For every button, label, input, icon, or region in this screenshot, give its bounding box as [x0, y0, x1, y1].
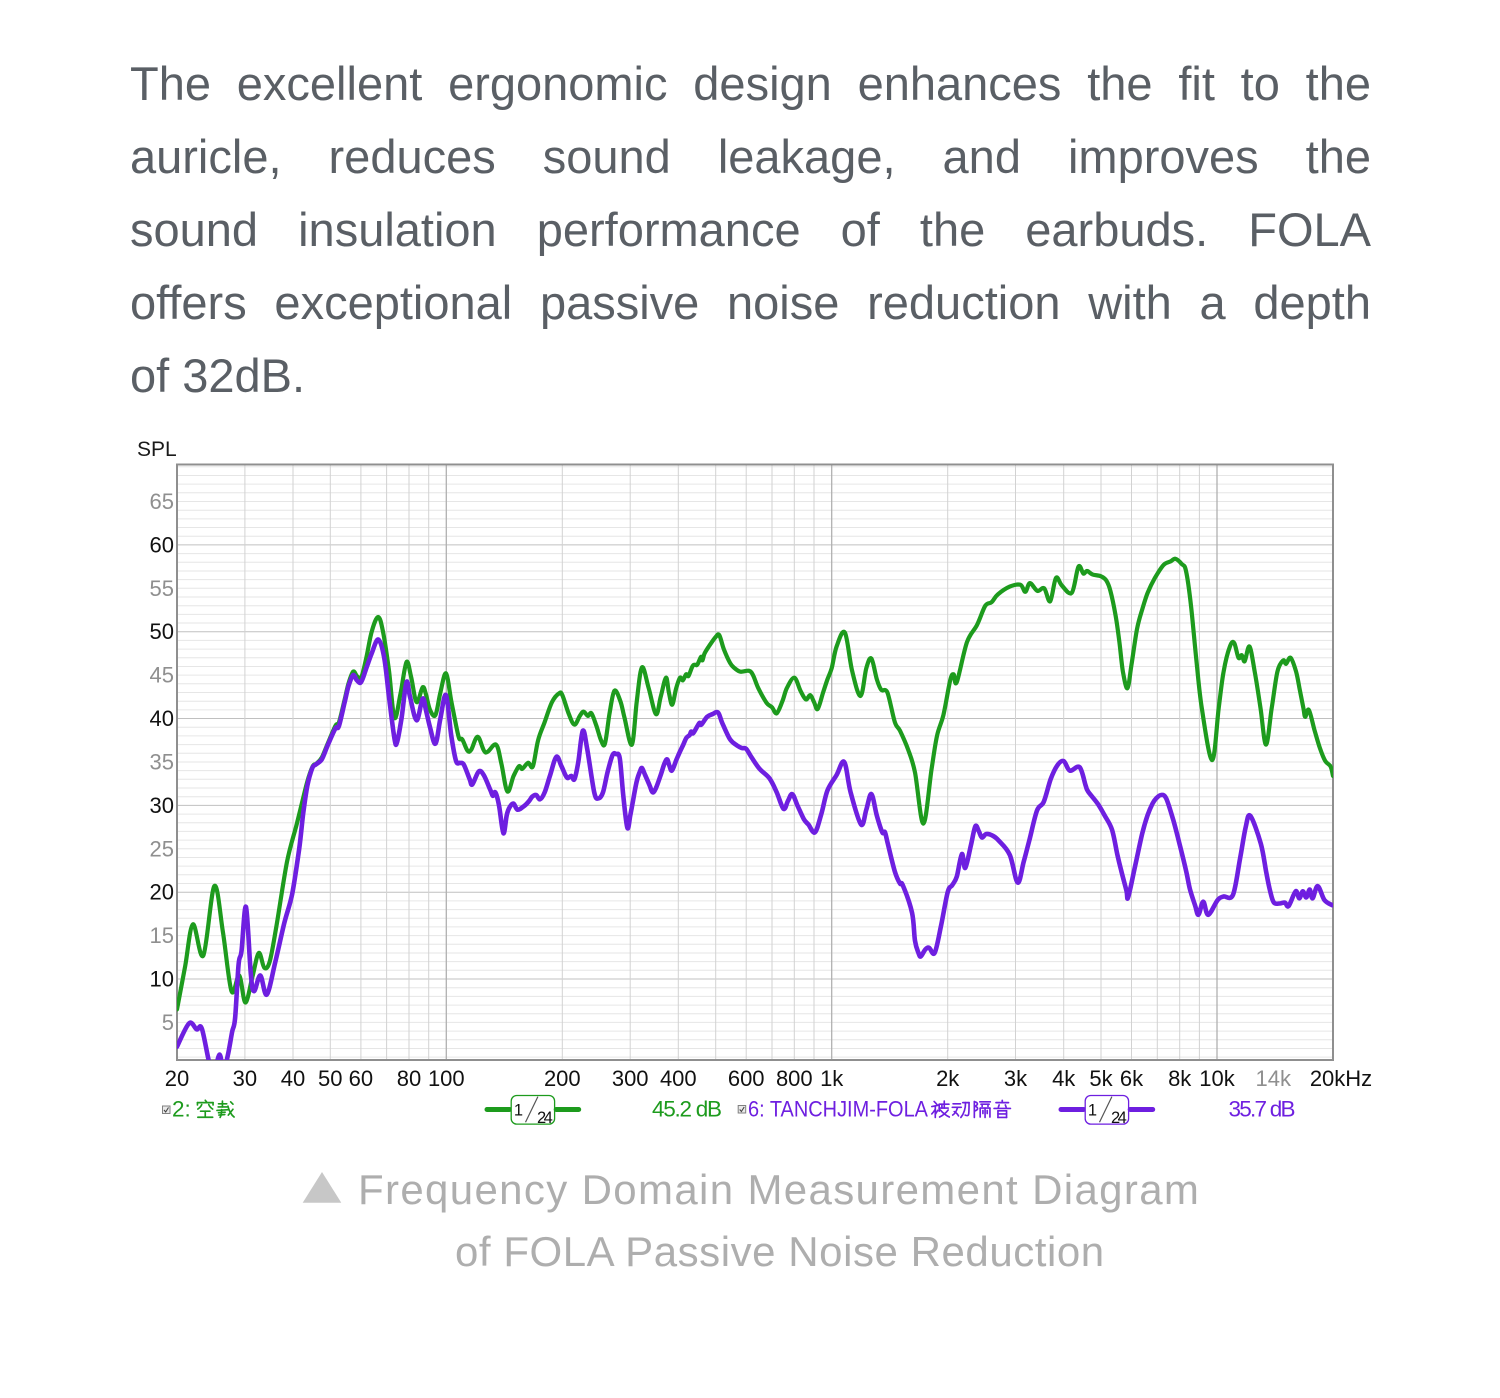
svg-text:1k: 1k — [820, 1066, 844, 1091]
svg-text:55: 55 — [150, 576, 174, 601]
svg-text:45: 45 — [150, 663, 174, 688]
svg-text:40: 40 — [281, 1066, 305, 1091]
svg-text:400: 400 — [660, 1066, 697, 1091]
svg-text:5k: 5k — [1089, 1066, 1113, 1091]
svg-text:200: 200 — [544, 1066, 581, 1091]
svg-text:600: 600 — [728, 1066, 765, 1091]
svg-text:15: 15 — [150, 923, 174, 948]
svg-text:30: 30 — [233, 1066, 257, 1091]
svg-text:24: 24 — [537, 1109, 553, 1127]
svg-text:5: 5 — [162, 1010, 174, 1035]
svg-text:35: 35 — [150, 750, 174, 775]
svg-text:60: 60 — [150, 532, 174, 557]
svg-text:SPL: SPL — [137, 438, 177, 461]
svg-text:30: 30 — [150, 793, 174, 818]
svg-text:50: 50 — [150, 619, 174, 644]
svg-text:45.2 dB: 45.2 dB — [652, 1097, 722, 1122]
svg-text:100: 100 — [428, 1066, 465, 1091]
svg-text:10: 10 — [150, 967, 174, 992]
svg-text:20: 20 — [150, 880, 174, 905]
svg-text:6k: 6k — [1120, 1066, 1144, 1091]
svg-text:6: TANCHJIM-FOLA: 6: TANCHJIM-FOLA — [748, 1097, 928, 1122]
svg-text:8k: 8k — [1168, 1066, 1192, 1091]
svg-text:3k: 3k — [1004, 1066, 1028, 1091]
svg-text:4k: 4k — [1052, 1066, 1076, 1091]
svg-text:25: 25 — [150, 836, 174, 861]
svg-text:20: 20 — [165, 1066, 189, 1091]
svg-text:40: 40 — [150, 706, 174, 731]
svg-text:65: 65 — [150, 489, 174, 514]
svg-text:2:: 2: — [172, 1097, 191, 1122]
svg-text:of FOLA Passive Noise Reductio: of FOLA Passive Noise Reduction — [455, 1228, 1105, 1275]
svg-text:10k: 10k — [1199, 1066, 1235, 1091]
svg-text:Frequency Domain Measurement D: Frequency Domain Measurement Diagram — [358, 1166, 1200, 1213]
svg-text:20kHz: 20kHz — [1310, 1066, 1372, 1091]
svg-text:14k: 14k — [1256, 1066, 1292, 1091]
svg-text:35.7 dB: 35.7 dB — [1229, 1097, 1296, 1122]
svg-text:24: 24 — [1111, 1109, 1127, 1127]
svg-text:80: 80 — [397, 1066, 421, 1091]
svg-text:800: 800 — [776, 1066, 813, 1091]
svg-text:300: 300 — [612, 1066, 649, 1091]
svg-text:2k: 2k — [936, 1066, 960, 1091]
svg-text:1: 1 — [514, 1102, 523, 1120]
svg-text:60: 60 — [349, 1066, 373, 1091]
svg-text:1: 1 — [1088, 1102, 1097, 1120]
svg-text:50: 50 — [318, 1066, 342, 1091]
